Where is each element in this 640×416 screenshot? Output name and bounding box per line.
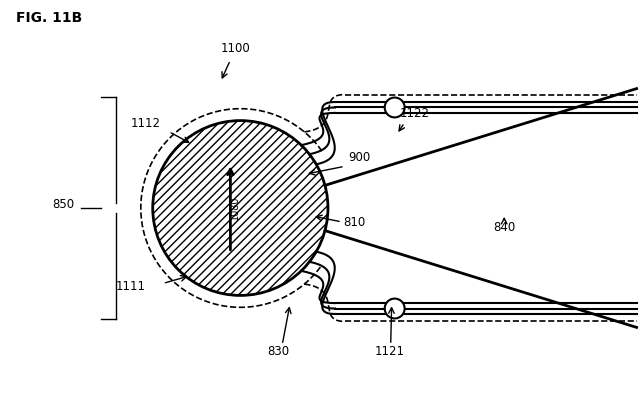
Text: FIG. 11B: FIG. 11B xyxy=(17,11,83,25)
Circle shape xyxy=(385,299,404,319)
Text: 1100: 1100 xyxy=(221,42,250,55)
Text: 850: 850 xyxy=(52,198,74,211)
Text: 840: 840 xyxy=(493,221,515,234)
Text: 830: 830 xyxy=(267,345,289,358)
Circle shape xyxy=(153,121,328,295)
Text: 1112: 1112 xyxy=(131,116,161,129)
Text: 900: 900 xyxy=(349,151,371,164)
Text: 810: 810 xyxy=(344,216,366,229)
Text: 1111: 1111 xyxy=(116,280,146,293)
Text: 1080: 1080 xyxy=(230,196,241,220)
Text: 1122: 1122 xyxy=(399,106,429,120)
Text: 1121: 1121 xyxy=(374,345,404,358)
Circle shape xyxy=(385,97,404,117)
